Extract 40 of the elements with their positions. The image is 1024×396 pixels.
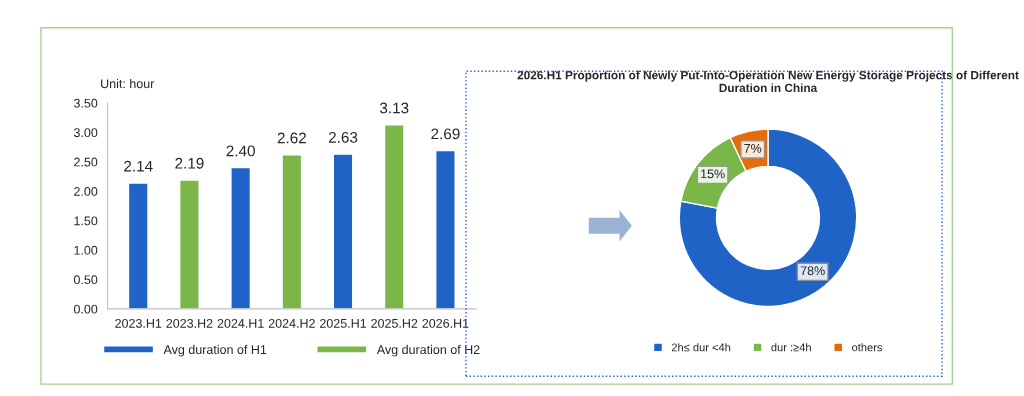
- text: 2.14: [124, 160, 153, 172]
- legend-label: dur :≥4h: [771, 343, 811, 352]
- y-tick-label: 2.50: [74, 157, 98, 167]
- text: 2.62: [277, 132, 306, 144]
- text: 3.13: [379, 102, 409, 114]
- text: 2.40: [226, 145, 255, 157]
- bar: [127, 182, 149, 309]
- y-axis-title: Unit: hour: [101, 78, 155, 89]
- x-tick-label: 2024.H2: [268, 318, 315, 328]
- x-tick-label: 2024.H1: [217, 318, 264, 328]
- y-tick-label: 3.50: [73, 98, 98, 108]
- chart-title: 2026.H1 Proportion of Newly Put-Into-Operation New Energy Storage Projects of Different Duration in China: [517, 70, 1019, 93]
- legend-label: Avg duration of H2: [376, 344, 480, 357]
- y-tick-label: 1.00: [74, 245, 98, 255]
- data-label: 78%: [800, 266, 825, 276]
- y-tick-label: 2.00: [74, 187, 98, 196]
- donut-slice: [678, 128, 858, 308]
- y-tick-label: 3.00: [73, 128, 98, 138]
- x-tick-label: 2026.H1: [422, 318, 469, 328]
- y-tick-label: 1.50: [74, 216, 98, 226]
- x-tick-label: 2025.H1: [320, 318, 367, 328]
- data-label: 15%: [701, 169, 725, 179]
- text: 2.63: [328, 131, 358, 143]
- x-tick-label: 2025.H2: [371, 318, 418, 328]
- bar: [383, 124, 405, 309]
- bar: [230, 166, 252, 309]
- bar: [435, 149, 456, 309]
- y-tick-label: 0.50: [73, 275, 98, 285]
- bar: [281, 154, 303, 309]
- legend-label: Avg duration of H1: [163, 344, 267, 357]
- data-label: 7%: [744, 143, 762, 153]
- legend-label: 2h≤ dur <4h: [671, 343, 731, 352]
- bar: [332, 153, 354, 309]
- text: 2.19: [175, 157, 204, 169]
- bar: [179, 179, 200, 309]
- x-tick-label: 2023.H2: [166, 318, 213, 328]
- x-tick-label: 2023.H1: [115, 318, 162, 328]
- y-tick-label: 0.00: [73, 304, 98, 314]
- text: 2.69: [431, 128, 460, 140]
- legend-label: others: [852, 343, 883, 352]
